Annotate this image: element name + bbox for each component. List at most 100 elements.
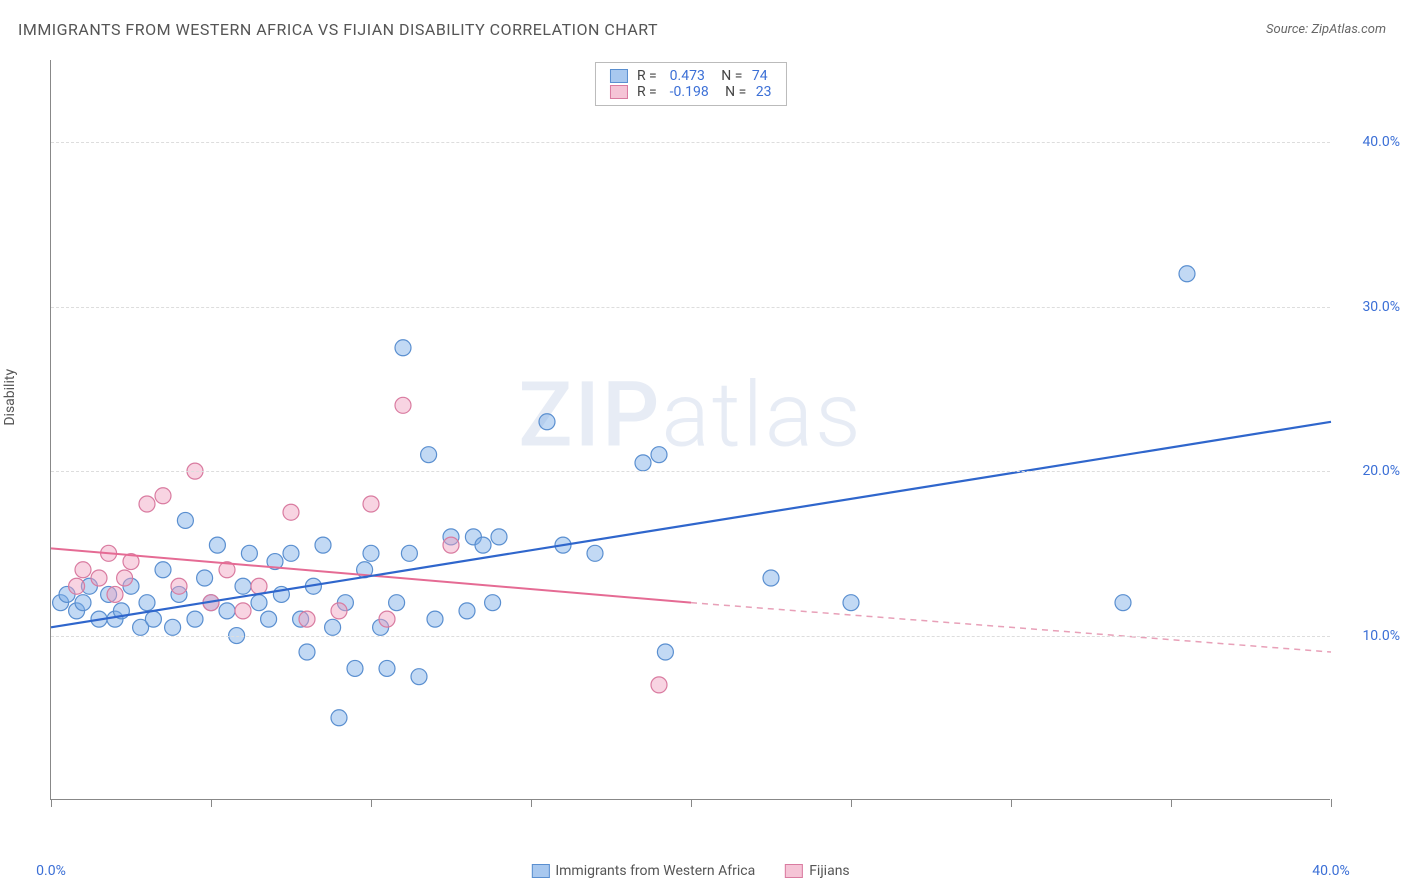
data-point [235, 578, 251, 594]
data-point [363, 545, 379, 561]
data-point [145, 611, 161, 627]
y-axis-label: Disability [2, 369, 18, 426]
legend-swatch [609, 85, 627, 99]
data-point [427, 611, 443, 627]
data-point [331, 710, 347, 726]
r-value: -0.198 [670, 84, 709, 100]
data-point [347, 660, 363, 676]
data-point [763, 570, 779, 586]
data-point [651, 677, 667, 693]
data-point [459, 603, 475, 619]
data-point [75, 595, 91, 611]
data-point [401, 545, 417, 561]
data-point [139, 496, 155, 512]
data-point [635, 455, 651, 471]
data-point [539, 414, 555, 430]
data-point [411, 669, 427, 685]
data-point [165, 619, 181, 635]
data-point [171, 578, 187, 594]
legend-swatch [609, 69, 627, 83]
n-label: N = [715, 84, 750, 100]
chart-container: IMMIGRANTS FROM WESTERN AFRICA VS FIJIAN… [0, 0, 1406, 892]
x-tick [531, 799, 532, 807]
source-prefix: Source: [1266, 22, 1308, 37]
data-point [209, 537, 225, 553]
plot-area: ZIPatlas R = 0.473 N = 74 R = -0.198 N =… [50, 60, 1330, 800]
bottom-legend-item: Fijians [785, 863, 849, 879]
trend-line [51, 422, 1331, 628]
data-point [379, 660, 395, 676]
data-point [299, 611, 315, 627]
x-tick [211, 799, 212, 807]
stats-legend-row: R = -0.198 N = 23 [609, 84, 771, 100]
data-point [197, 570, 213, 586]
x-tick-label: 0.0% [36, 863, 66, 879]
x-tick-label: 40.0% [1312, 863, 1350, 879]
data-point [251, 578, 267, 594]
x-tick [51, 799, 52, 807]
data-point [75, 562, 91, 578]
data-point [315, 537, 331, 553]
bottom-legend: Immigrants from Western Africa Fijians [531, 863, 849, 879]
data-point [395, 340, 411, 356]
data-point [363, 496, 379, 512]
x-tick [1171, 799, 1172, 807]
x-tick [851, 799, 852, 807]
bottom-legend-item: Immigrants from Western Africa [531, 863, 755, 879]
data-point [155, 562, 171, 578]
r-label: R = [633, 68, 663, 84]
plot-svg [51, 60, 1330, 799]
source-label: Source: ZipAtlas.com [1266, 22, 1386, 37]
stats-legend-row: R = 0.473 N = 74 [609, 68, 771, 84]
data-point [651, 447, 667, 463]
data-point [187, 611, 203, 627]
x-tick [1331, 799, 1332, 807]
y-tick-label: 10.0% [1362, 628, 1400, 644]
data-point [107, 586, 123, 602]
legend-label: Fijians [809, 863, 849, 879]
r-label: R = [633, 84, 663, 100]
x-tick [691, 799, 692, 807]
n-label: N = [711, 68, 746, 84]
data-point [155, 488, 171, 504]
data-point [443, 537, 459, 553]
data-point [251, 595, 267, 611]
data-point [379, 611, 395, 627]
y-tick-label: 20.0% [1362, 463, 1400, 479]
trend-line [691, 603, 1331, 652]
data-point [235, 603, 251, 619]
x-tick [1011, 799, 1012, 807]
data-point [657, 644, 673, 660]
data-point [261, 611, 277, 627]
data-point [331, 603, 347, 619]
chart-title: IMMIGRANTS FROM WESTERN AFRICA VS FIJIAN… [18, 20, 658, 39]
data-point [139, 595, 155, 611]
data-point [69, 578, 85, 594]
data-point [389, 595, 405, 611]
legend-swatch [531, 864, 549, 878]
r-value: 0.473 [670, 68, 705, 84]
gridline [51, 636, 1330, 637]
y-tick-label: 40.0% [1362, 134, 1400, 150]
gridline [51, 471, 1330, 472]
data-point [1115, 595, 1131, 611]
data-point [485, 595, 501, 611]
data-point [219, 603, 235, 619]
n-value: 23 [756, 84, 772, 100]
data-point [91, 570, 107, 586]
data-point [491, 529, 507, 545]
source-value: ZipAtlas.com [1311, 22, 1386, 37]
data-point [241, 545, 257, 561]
data-point [475, 537, 491, 553]
data-point [283, 545, 299, 561]
data-point [1179, 266, 1195, 282]
x-tick [371, 799, 372, 807]
data-point [395, 397, 411, 413]
gridline [51, 307, 1330, 308]
data-point [177, 512, 193, 528]
data-point [843, 595, 859, 611]
y-tick-label: 30.0% [1362, 299, 1400, 315]
data-point [421, 447, 437, 463]
data-point [283, 504, 299, 520]
legend-swatch [785, 864, 803, 878]
